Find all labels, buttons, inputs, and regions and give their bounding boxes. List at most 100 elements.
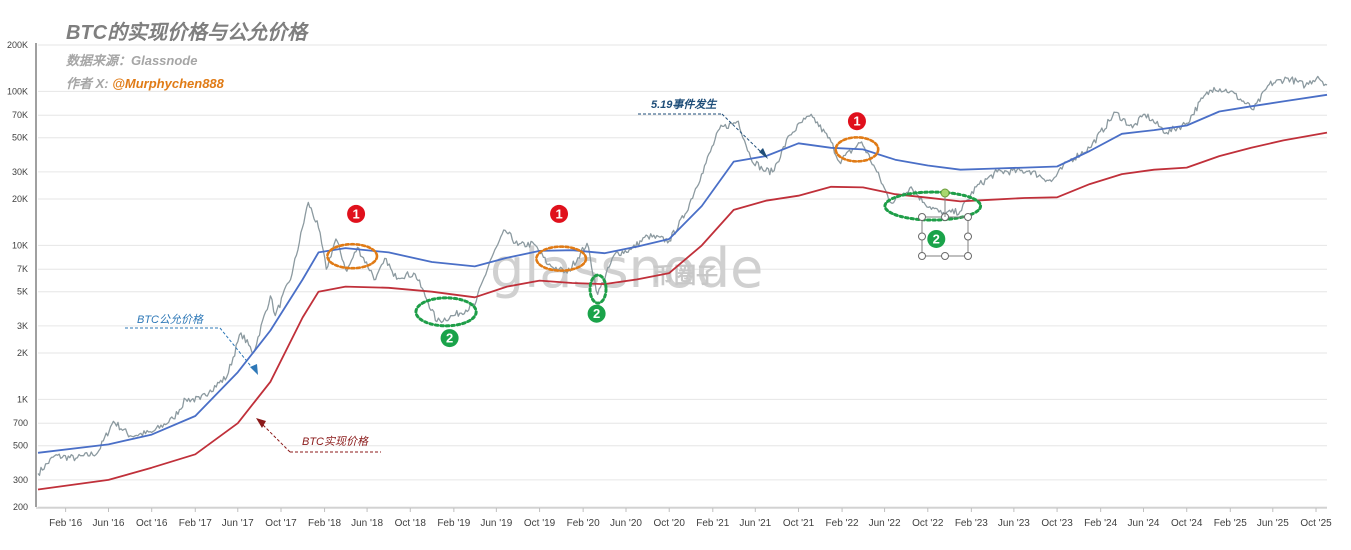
realized-label-leader	[259, 421, 291, 453]
event-label-leader	[721, 113, 764, 155]
realized-price-line	[37, 131, 1328, 491]
x-tick-label: Oct '16	[136, 518, 168, 529]
top-zone-circle	[834, 136, 880, 163]
selection-handle	[964, 252, 972, 260]
marker-disc	[550, 204, 569, 223]
event-label: 5.19事件发生	[651, 98, 717, 111]
x-tick-label: Oct '21	[783, 518, 815, 529]
fair-label-arrowhead	[250, 364, 258, 375]
x-tick-label: Feb '21	[696, 518, 729, 529]
marker-1-badge: 1	[847, 112, 866, 131]
x-tick-label: Oct '19	[524, 518, 556, 529]
marker-disc	[927, 229, 946, 248]
selection-handle	[918, 213, 926, 221]
marker-number: 1	[555, 206, 562, 221]
selection-handle	[964, 232, 972, 241]
x-tick-label: Feb '18	[308, 518, 341, 529]
author-label: 作者 X:	[66, 76, 113, 91]
top-zone-circle	[326, 242, 379, 270]
x-tick-label: Feb '24	[1084, 518, 1117, 529]
y-tick-label: 300	[13, 475, 28, 485]
marker-2-badge: 2	[587, 304, 606, 323]
y-tick-label: 70K	[12, 110, 28, 120]
annotations: BTC公允价格 BTC实现价格 5.19事件发生	[125, 98, 768, 453]
x-tick-label: Jun '19	[480, 518, 512, 529]
series-lines	[37, 75, 1328, 491]
selection-handle	[964, 213, 972, 221]
selection-handles	[918, 188, 972, 260]
highlight-circles	[326, 136, 983, 328]
y-tick-label: 100K	[7, 86, 28, 96]
marker-number: 2	[593, 306, 600, 321]
x-tick-label: Feb '17	[179, 518, 212, 529]
x-tick-label: Feb '22	[826, 518, 859, 529]
axes	[35, 43, 1327, 509]
x-tick-label: Feb '25	[1214, 518, 1247, 529]
watermark-text: glassnode	[490, 237, 763, 300]
numbered-markers: 1 1 1 2 2 2	[347, 112, 946, 348]
author-handle: @Murphychen888	[112, 76, 224, 91]
x-tick-label: Oct '25	[1300, 518, 1332, 529]
x-tick-label: Oct '22	[912, 518, 944, 529]
selection-handle	[918, 252, 926, 260]
fair-label-leader	[219, 327, 255, 371]
marker-2-badge: 2	[440, 329, 459, 348]
y-tick-label: 500	[13, 441, 28, 451]
y-tick-label: 200	[13, 502, 28, 512]
y-tick-labels: 200 300 500 700 1K 2K 3K 5K 7K 10K 20K 30K 50K 70K 100…	[7, 40, 28, 512]
x-tick-label: Oct '20	[654, 518, 686, 529]
grid-lines	[38, 44, 1327, 508]
x-tick-label: Jun '25	[1257, 518, 1289, 529]
x-tick-label: Jun '23	[998, 518, 1030, 529]
y-tick-label: 10K	[12, 240, 28, 250]
y-tick-label: 700	[13, 418, 28, 428]
fair-price-label: BTC公允价格	[137, 313, 204, 326]
marker-2-badge: 2	[927, 229, 946, 248]
marker-number: 1	[352, 206, 359, 221]
author-line: 作者 X: @Murphychen888	[66, 73, 224, 92]
x-tick-label: Jun '18	[351, 518, 383, 529]
y-tick-label: 2K	[17, 348, 28, 358]
marker-disc	[587, 304, 606, 323]
marker-disc	[440, 329, 459, 348]
marker-1-badge: 1	[550, 204, 569, 223]
realized-label-arrowhead	[256, 418, 266, 428]
x-tick-label: Feb '23	[955, 518, 988, 529]
marker-number: 2	[933, 231, 940, 246]
x-tick-label: Jun '17	[222, 518, 254, 529]
selection-handle	[941, 252, 949, 260]
x-tick-labels: Feb '16 Jun '16 Oct '16 Feb '17 Jun '17 Oct '…	[49, 508, 1332, 529]
data-source-text: 数据来源：Glassnode	[66, 53, 198, 68]
x-tick-label: Oct '18	[395, 518, 427, 529]
x-tick-label: Feb '20	[567, 518, 600, 529]
chart-title: BTC的实现价格与公允价格	[66, 22, 308, 44]
watermark-text-2: 币圈子	[652, 264, 718, 289]
selection-handle	[918, 232, 926, 241]
y-tick-label: 20K	[12, 194, 28, 204]
event-label-arrowhead	[759, 148, 768, 159]
x-tick-label: Jun '20	[610, 518, 642, 529]
bottom-zone-circle	[883, 190, 983, 222]
x-tick-label: Jun '21	[739, 518, 771, 529]
y-tick-label: 30K	[12, 167, 28, 177]
marker-1-badge: 1	[347, 204, 366, 223]
y-tick-label: 200K	[7, 40, 28, 50]
x-tick-label: Oct '24	[1171, 518, 1203, 529]
x-tick-label: Feb '16	[49, 518, 82, 529]
x-tick-label: Feb '19	[437, 518, 470, 529]
marker-number: 1	[853, 114, 860, 129]
x-tick-label: Jun '16	[93, 518, 125, 529]
x-tick-label: Jun '24	[1128, 518, 1160, 529]
y-tick-label: 7K	[17, 264, 28, 274]
y-tick-label: 5K	[17, 287, 28, 297]
x-tick-label: Jun '22	[869, 518, 901, 529]
x-tick-label: Oct '23	[1041, 518, 1073, 529]
bottom-zone-circle	[414, 296, 478, 328]
realized-price-label: BTC实现价格	[302, 435, 369, 448]
y-tick-label: 3K	[17, 321, 28, 331]
marker-disc	[347, 204, 366, 223]
top-zone-circle	[535, 245, 588, 272]
rotate-handle	[940, 188, 950, 198]
fair-price-line	[37, 93, 1328, 454]
